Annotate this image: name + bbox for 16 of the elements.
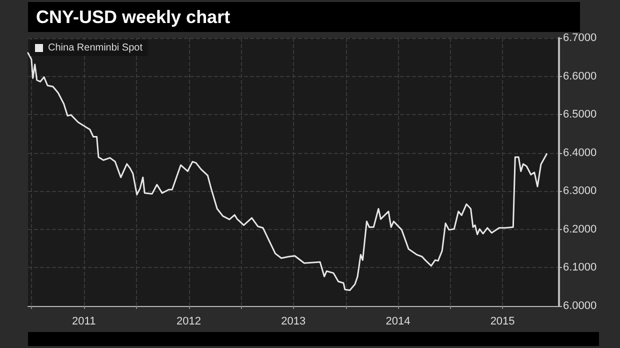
x-tick-label: 2014 (386, 316, 410, 328)
y-tick-label: 6.0000 (563, 300, 597, 312)
y-tick-label: 6.7000 (563, 32, 597, 44)
y-tick-label: 6.2000 (563, 223, 597, 236)
legend-label: China Renminbi Spot (48, 42, 143, 54)
x-tick-label: 2015 (490, 316, 515, 328)
y-tick-label: 6.5000 (563, 108, 597, 121)
y-tick-label: 6.4000 (563, 146, 597, 159)
y-tick-label: 6.1000 (563, 262, 597, 274)
y-tick-label: 6.3000 (563, 185, 597, 198)
chart-title: CNY-USD weekly chart (28, 2, 580, 32)
x-tick-label: 2013 (281, 316, 306, 328)
x-tick-label: 2011 (72, 316, 96, 328)
y-tick-label: 6.6000 (563, 70, 597, 82)
x-tick-label: 2012 (176, 316, 202, 328)
line-series (27, 52, 548, 292)
